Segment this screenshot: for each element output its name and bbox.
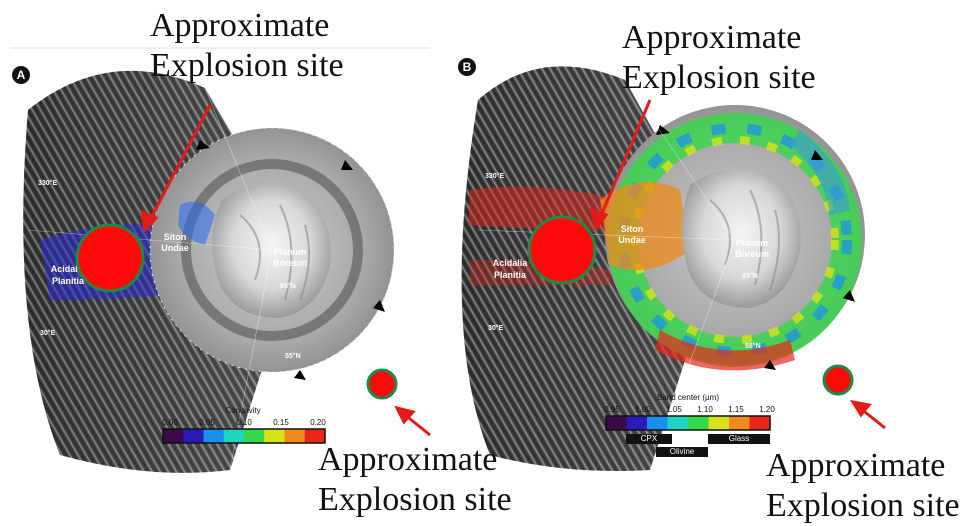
panel-a-arrow-2 xyxy=(397,408,430,435)
panel-b-colorbar-title: Band center (µm) xyxy=(657,393,719,402)
panel-b-acidalia-label-1: Acidalia xyxy=(493,258,529,268)
panel-a-letter: A xyxy=(12,66,30,84)
panel-b-lat-55: 55°N xyxy=(745,342,761,350)
annotation-a-bottom: Approximate Explosion site xyxy=(318,440,512,520)
panel-a-tick-4: 0.20 xyxy=(310,418,326,427)
panel-a-colorbar-swatch-1 xyxy=(183,429,204,443)
panel-a-plateau-label-2: Boreum xyxy=(273,258,307,268)
panel-b-map: Planum Boreum 85°N Siton Undae Acidalia … xyxy=(462,66,885,471)
panel-b-siton-label-1: Siton xyxy=(621,224,644,234)
panel-b-colorbar-swatch-5 xyxy=(709,416,730,430)
panel-b-plateau-label-1: Planum xyxy=(736,238,769,248)
panel-b-tick-3: 1.10 xyxy=(697,405,713,414)
panel-a-siton-label-2: Undae xyxy=(161,243,189,253)
annotation-a-bottom-line-2: Explosion site xyxy=(318,480,512,520)
panel-a-colorbar-swatch-2 xyxy=(204,429,225,443)
panel-a-tick-3: 0.15 xyxy=(273,418,289,427)
panel-b-colorbar-swatch-7 xyxy=(750,416,771,430)
panel-a-explosion-marker-large xyxy=(77,225,143,291)
panel-a-tick-1: 0.05 xyxy=(199,418,215,427)
panel-b-tick-5: 1.20 xyxy=(759,405,775,414)
panel-a-colorbar-swatch-0 xyxy=(163,429,184,443)
panel-b-siton-label-2: Undae xyxy=(618,235,646,245)
panel-a-acidalia-label-2: Planitia xyxy=(52,276,85,286)
panel-b-orange-dunes xyxy=(600,182,690,270)
panel-a-colorbar-swatch-4 xyxy=(244,429,265,443)
panel-a-lon-30: 30°E xyxy=(40,329,56,337)
panel-a-colorbar xyxy=(163,429,326,443)
panel-b-colorbar-swatch-3 xyxy=(668,416,689,430)
panel-a-colorbar-swatch-6 xyxy=(285,429,306,443)
panel-a-plateau-label-1: Planum xyxy=(274,247,307,257)
panel-b-tick-4: 1.15 xyxy=(728,405,744,414)
panel-b-colorbar-swatch-2 xyxy=(647,416,668,430)
panel-a-map: Planum Boreum 85°N Siton Undae Acidalia … xyxy=(23,71,430,473)
panel-b-tick-2: 1.05 xyxy=(666,405,682,414)
annotation-b-bottom-line-1: Approximate xyxy=(766,446,960,486)
panel-b-box-olivine: Olivine xyxy=(656,447,708,457)
panel-b-lon-30: 30°E xyxy=(488,324,504,332)
panel-b-tick-1: 1.00 xyxy=(635,405,651,414)
panel-b-box-glass: Glass xyxy=(708,434,770,444)
annotation-a-top: Approximate Explosion site xyxy=(150,6,344,86)
panel-a-tick-2: 0.10 xyxy=(236,418,252,427)
panel-b-tick-0: 0.95 xyxy=(604,405,620,414)
panel-b-colorbar xyxy=(606,416,771,430)
annotation-b-bottom-line-2: Explosion site xyxy=(766,486,960,526)
panel-b-arrow-2 xyxy=(853,402,885,428)
panel-a-lon-330: 330°E xyxy=(38,179,57,187)
annotation-a-top-line-1: Approximate xyxy=(150,6,344,46)
panel-b-explosion-marker-large xyxy=(529,217,595,283)
panel-a-lat-55: 55°N xyxy=(285,352,301,360)
panel-b-explosion-marker-small xyxy=(824,366,852,394)
panel-a-siton-label-1: Siton xyxy=(164,232,187,242)
annotation-b-top: Approximate Explosion site xyxy=(622,18,816,98)
panel-b-colorbar-swatch-6 xyxy=(729,416,750,430)
panel-a-colorbar-swatch-5 xyxy=(264,429,285,443)
annotation-b-top-line-1: Approximate xyxy=(622,18,816,58)
panel-b-colorbar-swatch-1 xyxy=(627,416,648,430)
panel-b-letter: B xyxy=(458,58,476,76)
panel-b-colorbar-swatch-0 xyxy=(606,416,627,430)
annotation-a-bottom-line-1: Approximate xyxy=(318,440,512,480)
panel-a-pole-label: 85°N xyxy=(280,282,296,290)
panel-a-colorbar-swatch-3 xyxy=(224,429,245,443)
annotation-a-top-line-2: Explosion site xyxy=(150,46,344,86)
annotation-b-bottom: Approximate Explosion site xyxy=(766,446,960,526)
panel-b-acidalia-label-2: Planitia xyxy=(494,270,527,280)
annotation-b-top-line-2: Explosion site xyxy=(622,58,816,98)
panel-a-tick-0: 0.00 xyxy=(162,418,178,427)
panel-a-colorbar-title: Concavity xyxy=(225,406,260,415)
panel-b-pole-label: 85°N xyxy=(742,272,758,280)
panel-b-lon-330: 330°E xyxy=(485,172,504,180)
panel-b-colorbar-swatch-4 xyxy=(688,416,709,430)
panel-b-plateau-label-2: Boreum xyxy=(735,249,769,259)
panel-b-box-cpx: CPX xyxy=(626,434,672,444)
panel-a-explosion-marker-small xyxy=(368,370,396,398)
